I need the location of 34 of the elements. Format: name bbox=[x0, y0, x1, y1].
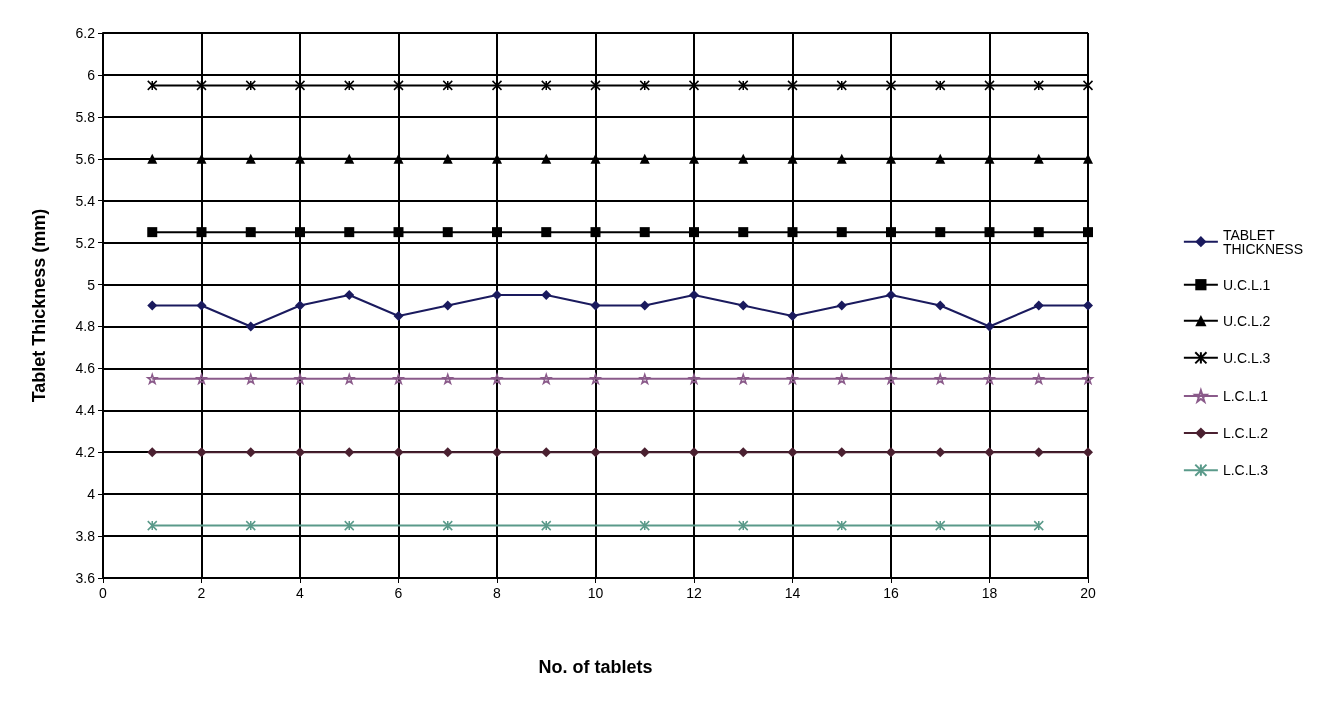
y-tick-label: 5 bbox=[87, 276, 96, 293]
y-tick-label: 3.6 bbox=[75, 570, 96, 586]
y-tick-label: 4.6 bbox=[75, 360, 96, 377]
x-tick-label: 8 bbox=[493, 585, 502, 601]
y-tick-label: 5.6 bbox=[75, 150, 96, 167]
y-axis-title: Tablet Thickness (mm) bbox=[29, 208, 49, 403]
x-tick-label: 0 bbox=[99, 585, 108, 601]
x-tick-label: 18 bbox=[981, 585, 998, 601]
x-tick-label: 6 bbox=[394, 585, 403, 601]
y-tick-label: 4.4 bbox=[75, 402, 96, 419]
x-tick-label: 10 bbox=[587, 585, 604, 601]
legend-label: U.C.L.2 bbox=[1222, 312, 1271, 329]
x-axis-title: No. of tablets bbox=[538, 657, 653, 677]
legend-label: L.C.L.2 bbox=[1222, 425, 1269, 442]
x-tick-label: 20 bbox=[1080, 585, 1096, 601]
y-tick-label: 5.4 bbox=[75, 192, 96, 209]
y-tick-label: 4.8 bbox=[75, 318, 96, 335]
y-tick-label: 5.8 bbox=[75, 108, 96, 125]
x-tick-label: 12 bbox=[686, 585, 702, 601]
legend-label: L.C.L.1 bbox=[1222, 388, 1269, 404]
legend-label: U.C.L.3 bbox=[1222, 349, 1271, 366]
x-tick-label: 14 bbox=[784, 585, 801, 601]
y-tick-label: 6.2 bbox=[75, 25, 96, 41]
legend-label: TABLET THICKNESS bbox=[1222, 226, 1303, 257]
x-tick-label: 2 bbox=[197, 585, 206, 601]
legend-label: L.C.L.3 bbox=[1222, 462, 1269, 479]
x-tick-label: 16 bbox=[883, 585, 899, 601]
y-tick-label: 6 bbox=[87, 66, 96, 83]
legend-label: U.C.L.1 bbox=[1222, 276, 1271, 293]
y-tick-label: 4.2 bbox=[75, 444, 96, 461]
x-tick-label: 4 bbox=[296, 585, 305, 601]
y-tick-label: 3.8 bbox=[75, 528, 96, 545]
y-tick-label: 4 bbox=[87, 486, 96, 503]
y-tick-label: 5.2 bbox=[75, 234, 96, 251]
